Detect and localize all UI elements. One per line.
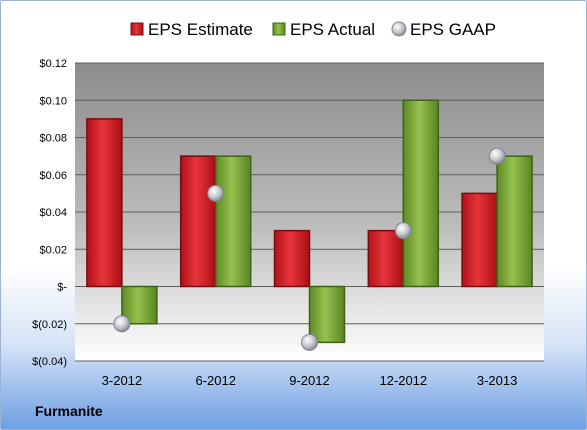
marker-eps-gaap-12-2012	[394, 222, 412, 240]
bar-eps-estimate-3-2012	[86, 118, 123, 288]
x-category-label: 9-2012	[289, 373, 329, 388]
x-axis-category-labels: 3-2012 6-2012 9-2012 12-2012 3-2013	[102, 373, 518, 388]
bar-eps-estimate-6-2012	[179, 155, 217, 288]
bars	[86, 99, 533, 344]
y-tick-label: $0.04	[39, 207, 67, 219]
legend-label-eps-actual: EPS Actual	[290, 20, 375, 39]
y-tick-label: $-	[57, 282, 67, 294]
bar-eps-actual-6-2012	[214, 155, 252, 288]
legend: EPS Estimate EPS Actual EPS GAAP	[130, 20, 496, 39]
marker-eps-gaap-3-2012	[113, 315, 131, 333]
bar-eps-estimate-3-2013	[461, 192, 498, 288]
bar-eps-actual-3-2012	[121, 285, 158, 325]
company-name: Furmanite	[35, 403, 103, 419]
y-tick-label: $0.06	[39, 170, 67, 182]
marker-eps-gaap-6-2012	[207, 184, 225, 202]
y-tick-label: $0.08	[39, 133, 67, 145]
legend-swatch-eps-gaap	[391, 21, 407, 37]
bar-eps-estimate-12-2012	[367, 229, 405, 288]
bar-eps-actual-9-2012	[308, 285, 346, 344]
marker-eps-gaap-3-2013	[488, 147, 506, 165]
legend-swatch-eps-estimate	[130, 22, 144, 36]
legend-label-eps-gaap: EPS GAAP	[410, 20, 496, 39]
y-tick-label: $0.10	[39, 95, 67, 107]
bar-eps-estimate-9-2012	[273, 229, 311, 288]
x-category-label: 3-2012	[102, 373, 142, 388]
y-axis-tick-labels: $0.12 $0.10 $0.08 $0.06 $0.04 $0.02 $- $(0.02) $…	[32, 58, 67, 368]
x-category-label: 12-2012	[379, 373, 427, 388]
y-tick-label: $0.02	[39, 244, 67, 256]
bar-eps-actual-12-2012	[402, 99, 440, 288]
y-tick-label: $(0.02)	[32, 319, 67, 331]
gaap-markers	[113, 147, 506, 351]
x-category-label: 6-2012	[195, 373, 235, 388]
y-tick-label: $0.12	[39, 58, 67, 70]
bar-eps-actual-3-2013	[496, 155, 533, 288]
x-category-label: 3-2013	[477, 373, 517, 388]
legend-swatch-eps-actual	[272, 22, 286, 36]
legend-label-eps-estimate: EPS Estimate	[148, 20, 253, 39]
marker-eps-gaap-9-2012	[301, 333, 318, 351]
y-tick-label: $(0.04)	[32, 356, 67, 368]
